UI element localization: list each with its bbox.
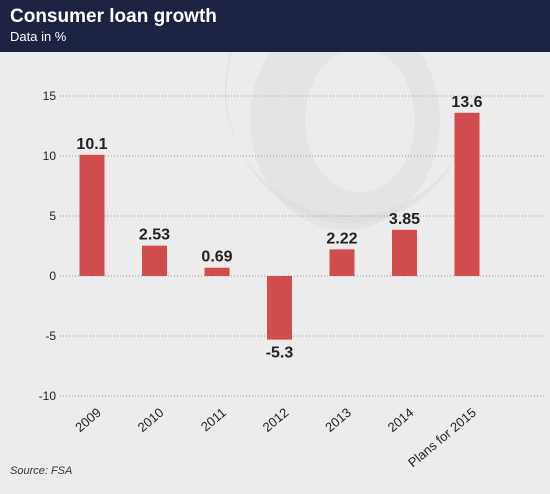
y-tick-label: -10 xyxy=(39,389,57,403)
y-axis-ticks: 15 10 5 0 -5 -10 xyxy=(39,89,57,403)
source-note: Source: FSA xyxy=(10,465,73,477)
x-tick-label: 2014 xyxy=(385,405,417,435)
x-tick-label: 2013 xyxy=(322,405,354,435)
data-label: -5.3 xyxy=(266,345,294,362)
bar xyxy=(79,154,105,276)
y-tick-label: 5 xyxy=(49,209,56,223)
x-tick-label: 2010 xyxy=(135,405,167,435)
data-label: 13.6 xyxy=(451,94,482,111)
x-tick-label: 2009 xyxy=(72,405,104,435)
y-tick-label: -5 xyxy=(45,329,56,343)
x-tick-label: Plans for 2015 xyxy=(405,405,479,470)
data-label: 2.22 xyxy=(326,230,357,247)
chart-subtitle: Data in % xyxy=(10,29,67,44)
value-labels: 10.1 2.53 0.69 -5.3 2.22 3.85 13.6 xyxy=(76,94,482,362)
bar xyxy=(454,112,480,276)
bar xyxy=(142,245,167,276)
bar xyxy=(392,229,417,276)
bar xyxy=(329,249,355,276)
y-tick-label: 15 xyxy=(43,89,57,103)
data-label: 0.69 xyxy=(201,249,232,266)
chart-title: Consumer loan growth xyxy=(10,6,217,27)
y-tick-label: 10 xyxy=(43,149,57,163)
bar xyxy=(267,276,292,340)
data-label: 10.1 xyxy=(76,136,107,153)
data-label: 2.53 xyxy=(139,227,170,244)
y-tick-label: 0 xyxy=(49,269,56,283)
chart-header: Consumer loan growth Data in % xyxy=(0,0,550,52)
watermark-shape xyxy=(305,48,415,192)
x-tick-label: 2012 xyxy=(260,405,292,435)
data-label: 3.85 xyxy=(389,211,420,228)
bars xyxy=(79,112,480,340)
x-tick-label: 2011 xyxy=(198,405,229,434)
bar xyxy=(204,267,230,276)
